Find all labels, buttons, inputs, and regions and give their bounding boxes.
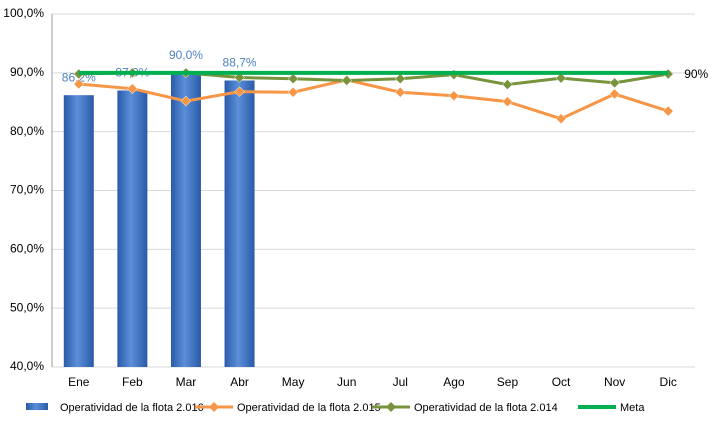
y-tick-label: 80,0%: [10, 124, 44, 138]
legend-label: Meta: [620, 402, 645, 414]
x-tick-label: Ene: [68, 375, 90, 389]
line: [78, 78, 669, 121]
data-label: 90%: [684, 67, 708, 81]
y-tick-label: 40,0%: [10, 359, 44, 373]
marker: [287, 73, 299, 85]
bar: [117, 90, 148, 367]
legend-marker: [209, 402, 219, 412]
x-tick-label: Ago: [443, 375, 465, 389]
x-tick-label: Nov: [604, 375, 625, 389]
data-label: 90,0%: [169, 48, 203, 62]
marker: [662, 105, 674, 117]
x-tick-label: Mar: [176, 375, 197, 389]
x-tick-label: Sep: [497, 375, 519, 389]
legend-marker: [386, 402, 396, 412]
marker: [234, 86, 245, 98]
marker: [394, 73, 406, 85]
x-tick-label: Abr: [230, 375, 249, 389]
y-tick-label: 60,0%: [10, 242, 44, 256]
y-tick-label: 70,0%: [10, 183, 44, 197]
x-tick-label: Dic: [660, 375, 677, 389]
marker: [609, 77, 620, 89]
marker: [502, 79, 513, 90]
marker: [127, 83, 138, 95]
x-tick-label: Jun: [337, 375, 356, 389]
marker: [341, 75, 353, 86]
marker: [234, 72, 245, 83]
marker: [555, 113, 567, 125]
x-tick-label: Oct: [552, 375, 571, 389]
marker: [73, 78, 85, 90]
marker: [448, 90, 460, 102]
x-tick-label: Jul: [393, 375, 408, 389]
y-tick-label: 90,0%: [10, 65, 44, 79]
marker: [502, 96, 513, 108]
y-tick-label: 100,0%: [3, 6, 44, 20]
legend-swatch: [26, 403, 48, 410]
data-label: 88,7%: [223, 56, 257, 70]
marker: [287, 86, 299, 98]
marker: [555, 72, 567, 84]
y-tick-label: 50,0%: [10, 300, 44, 314]
x-tick-label: May: [282, 375, 305, 389]
marker: [609, 88, 620, 100]
marker: [180, 95, 192, 107]
legend-label: Operatividad de la flota 2.015: [237, 402, 381, 414]
legend-label: Operatividad de la flota 2.014: [414, 402, 558, 414]
marker: [394, 86, 406, 98]
bar: [63, 95, 94, 367]
x-tick-label: Feb: [122, 375, 143, 389]
bar: [224, 80, 255, 368]
bar: [170, 72, 201, 367]
legend-label: Operatividad de la flota 2.016: [60, 402, 204, 414]
